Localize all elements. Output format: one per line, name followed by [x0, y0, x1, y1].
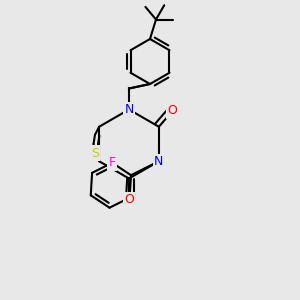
- Text: O: O: [168, 104, 178, 117]
- Text: N: N: [154, 155, 164, 168]
- Text: O: O: [124, 193, 134, 206]
- Text: S: S: [91, 147, 99, 160]
- Text: N: N: [124, 103, 134, 116]
- Text: F: F: [109, 156, 116, 169]
